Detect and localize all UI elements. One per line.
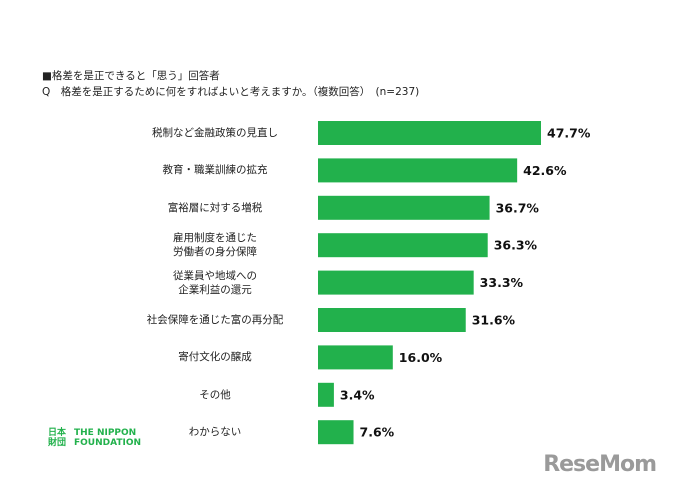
value-label: 16.0% xyxy=(399,350,443,365)
subtitle: ■格差を是正できると「思う」回答者 xyxy=(42,70,220,82)
value-label: 42.6% xyxy=(523,163,567,178)
category-label: わからない xyxy=(188,426,242,439)
value-label: 47.7% xyxy=(547,126,591,141)
category-label: 従業員や地域への 企業利益の還元 xyxy=(173,269,257,296)
bar xyxy=(318,270,474,295)
bar xyxy=(318,195,490,220)
value-label: 36.7% xyxy=(496,200,540,215)
value-label: 33.3% xyxy=(480,275,524,290)
watermark: ReseMom xyxy=(543,452,657,477)
value-label: 3.4% xyxy=(340,387,375,402)
title: Q 格差を是正するために何をすればよいと考えますか。（複数回答） (n=237) xyxy=(42,86,420,98)
category-label: 税制など金融政策の見直し xyxy=(152,127,278,139)
logo-mark: 日本 財団 xyxy=(48,428,67,448)
value-label: 36.3% xyxy=(494,238,538,253)
bar xyxy=(318,158,518,183)
bar xyxy=(318,121,541,145)
bar xyxy=(318,382,334,407)
bar xyxy=(318,233,488,258)
value-label: 7.6% xyxy=(360,425,395,440)
bar xyxy=(318,308,466,332)
category-label: 教育・職業訓練の拡充 xyxy=(162,164,268,177)
logo-name: THE NIPPON FOUNDATION xyxy=(74,428,142,448)
category-label: 雇用制度を通じた 労働者の身分保障 xyxy=(173,232,257,259)
bar xyxy=(318,420,354,445)
bar xyxy=(318,345,393,370)
category-label: 富裕層に対する増税 xyxy=(167,201,263,214)
category-label: 社会保障を通じた富の再分配 xyxy=(146,314,284,326)
category-label: その他 xyxy=(199,388,231,401)
value-label: 31.6% xyxy=(472,313,516,328)
category-label: 寄付文化の醸成 xyxy=(178,351,252,364)
